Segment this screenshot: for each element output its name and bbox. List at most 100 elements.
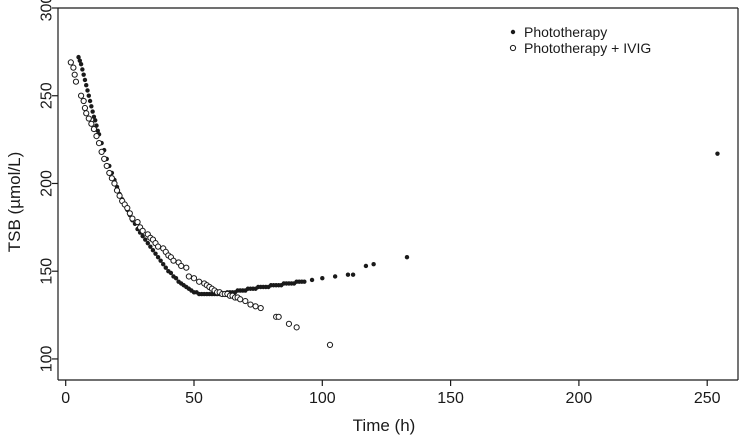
point-s0-13	[93, 118, 98, 123]
point-s0-7	[85, 88, 90, 93]
x-axis-title: Time (h)	[353, 416, 416, 435]
point-s0-99	[332, 274, 338, 279]
x-tick-label-50: 50	[185, 390, 203, 407]
point-s0-10	[89, 104, 94, 109]
point-s0-6	[84, 83, 89, 88]
point-s1-63	[257, 304, 264, 312]
point-s0-5	[82, 77, 88, 83]
point-s0-34	[143, 237, 148, 242]
point-s0-9	[87, 98, 93, 104]
point-s1-10	[90, 125, 98, 133]
point-s1-61	[247, 301, 254, 308]
point-s0-37	[150, 247, 156, 253]
point-s0-105	[715, 151, 720, 156]
y-tick-label-150: 150	[39, 258, 56, 285]
point-s0-4	[81, 72, 86, 77]
point-s1-43	[190, 275, 198, 282]
point-s1-40	[178, 262, 185, 270]
point-s0-11	[90, 109, 95, 114]
point-s0-12	[91, 114, 97, 119]
point-s1-3	[72, 78, 80, 85]
point-s1-66	[285, 320, 293, 327]
point-s1-2	[71, 71, 78, 78]
x-tick-label-100: 100	[309, 390, 336, 407]
point-s0-0	[76, 54, 81, 60]
legend-marker-phototherapy-ivig	[509, 44, 517, 52]
point-s0-44	[168, 270, 174, 276]
axes	[57, 7, 739, 381]
point-s0-36	[148, 244, 153, 249]
point-s1-20	[116, 192, 123, 199]
point-s0-96	[302, 279, 307, 284]
point-s1-13	[98, 148, 105, 155]
point-s0-38	[153, 251, 158, 256]
point-s0-102	[363, 263, 369, 269]
data-points	[67, 54, 720, 349]
point-s1-19	[113, 187, 121, 194]
point-s1-38	[170, 257, 177, 264]
point-s1-0	[67, 59, 74, 66]
x-tick-label-250: 250	[694, 390, 721, 407]
point-s0-42	[163, 265, 168, 270]
point-s1-41	[183, 264, 190, 271]
point-s1-1	[70, 64, 77, 71]
point-s1-14	[101, 155, 108, 163]
point-s1-59	[237, 296, 244, 303]
point-s0-101	[350, 272, 356, 277]
series-1	[67, 59, 334, 349]
point-s1-60	[242, 297, 249, 305]
point-s1-44	[196, 278, 203, 285]
point-s1-67	[293, 324, 300, 331]
point-s1-6	[81, 104, 89, 112]
point-s1-4	[77, 92, 85, 99]
point-s1-25	[129, 215, 136, 222]
point-s0-2	[78, 61, 84, 67]
point-s0-3	[80, 67, 85, 72]
point-s1-23	[124, 204, 131, 212]
point-s1-62	[252, 303, 259, 310]
point-s0-103	[371, 261, 376, 267]
x-tick-label-200: 200	[566, 390, 593, 407]
point-s0-46	[173, 276, 179, 281]
legend-label-phototherapy: Phototherapy	[524, 24, 607, 40]
y-tick-label-200: 200	[39, 170, 56, 197]
point-s1-16	[106, 169, 113, 177]
legend-label-phototherapy-ivig: Phototherapy + IVIG	[524, 40, 651, 56]
legend: Phototherapy Phototherapy + IVIG	[509, 24, 651, 56]
y-tick-label-250: 250	[39, 82, 56, 109]
point-s1-28	[139, 227, 146, 234]
point-s0-40	[158, 258, 163, 263]
point-s1-24	[126, 210, 133, 217]
point-s1-68	[326, 341, 334, 349]
x-tick-label-0: 0	[61, 390, 70, 407]
point-s1-12	[95, 140, 103, 147]
point-s0-104	[404, 254, 410, 260]
point-s0-100	[345, 272, 351, 277]
tick-marks	[52, 7, 708, 386]
y-tick-label-100: 100	[39, 345, 56, 372]
x-tick-label-150: 150	[437, 390, 464, 407]
point-s1-5	[80, 97, 87, 105]
point-s0-41	[161, 261, 166, 267]
point-s0-33	[140, 233, 145, 239]
point-s0-97	[309, 277, 315, 283]
point-s0-39	[155, 254, 161, 260]
point-s1-42	[185, 273, 192, 280]
y-tick-label-300: 300	[39, 0, 56, 21]
point-s0-35	[145, 240, 151, 246]
legend-marker-phototherapy	[510, 29, 516, 35]
point-s1-9	[88, 120, 95, 127]
tick-labels: 0 50 100 150 200 250 100 150 200 250 300	[39, 0, 721, 407]
point-s1-33	[154, 243, 162, 250]
point-s1-7	[83, 110, 90, 117]
point-s0-98	[320, 276, 325, 281]
point-s1-11	[93, 132, 100, 140]
point-s1-17	[108, 175, 115, 182]
point-s1-15	[103, 162, 110, 170]
point-s1-65	[275, 313, 282, 320]
point-s1-8	[85, 115, 92, 122]
point-s0-8	[86, 93, 91, 98]
point-s0-1	[77, 58, 83, 63]
point-s1-26	[134, 218, 141, 226]
